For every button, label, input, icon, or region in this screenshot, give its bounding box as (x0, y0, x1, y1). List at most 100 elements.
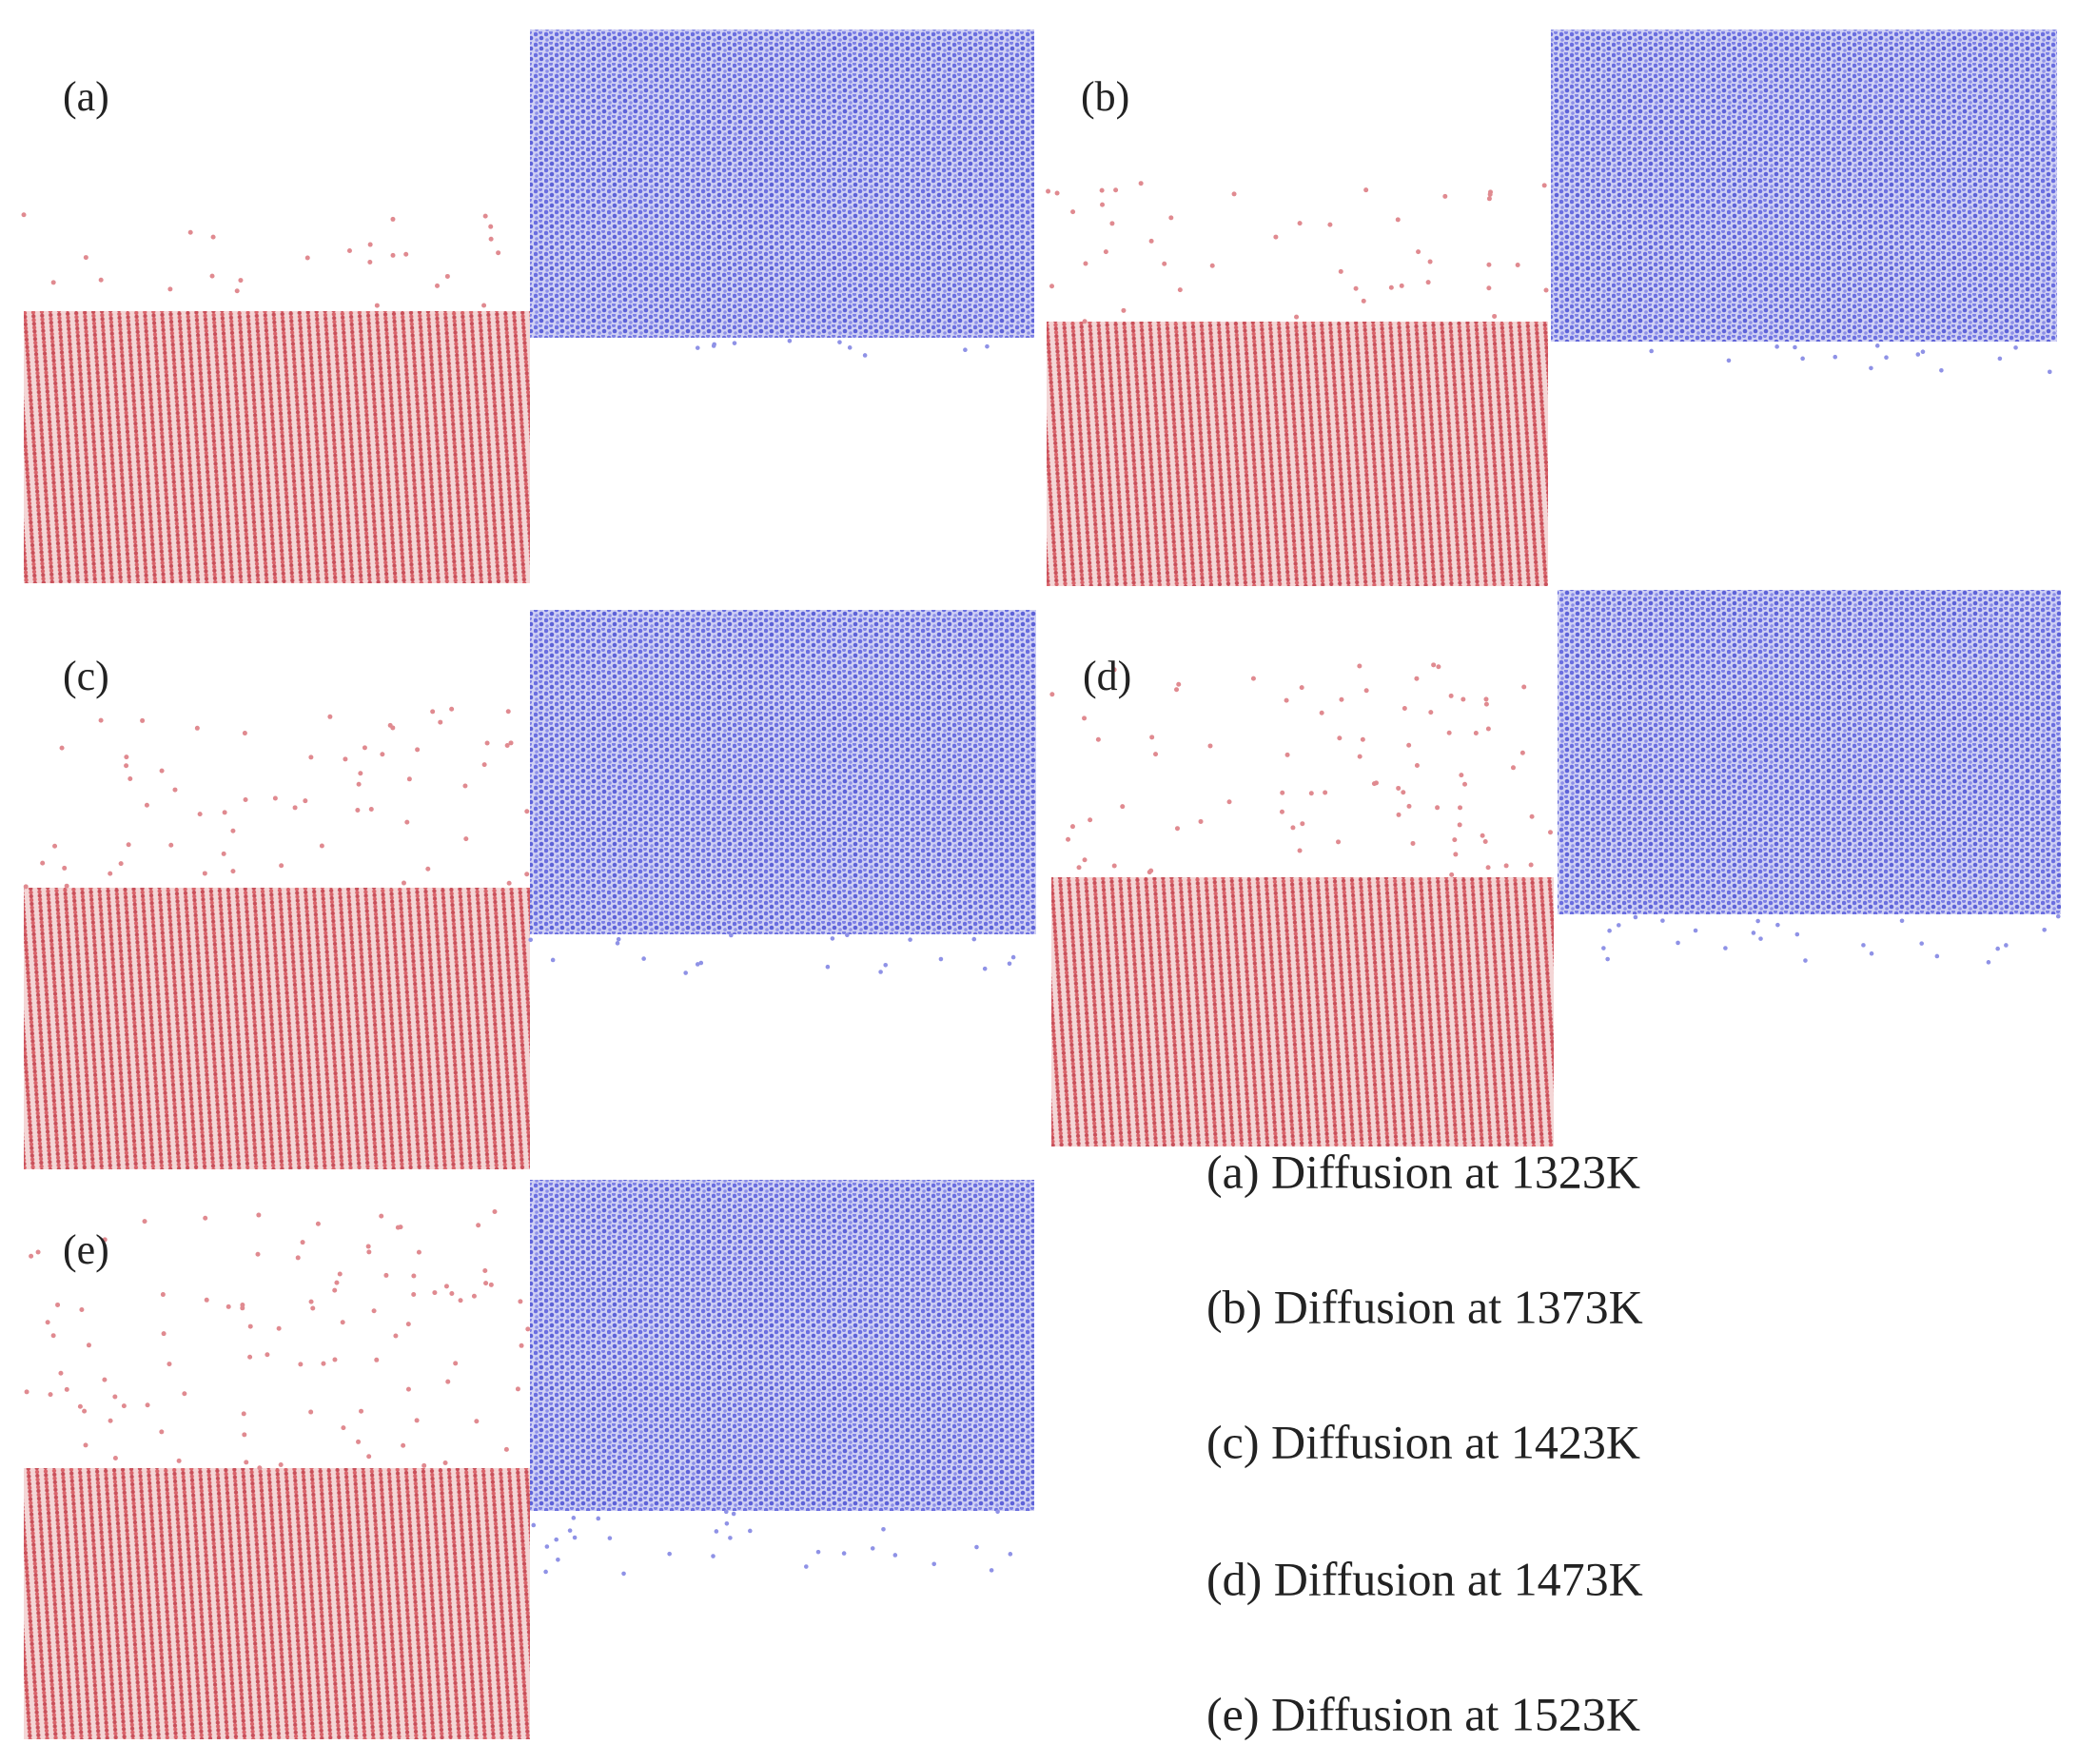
diffused-atom (524, 872, 530, 877)
diffused-atom (295, 1255, 301, 1261)
diffused-atom (308, 1299, 314, 1304)
diffused-atom (1153, 752, 1159, 757)
diffused-atom (1997, 356, 2003, 362)
diffused-atom (303, 798, 308, 804)
diffused-atom (724, 1520, 730, 1526)
diffused-atom (476, 1223, 481, 1228)
diffused-atom (1066, 836, 1071, 842)
diffused-atom (1338, 268, 1343, 274)
diffused-atom (50, 1333, 56, 1339)
diffused-atom (1755, 918, 1760, 924)
panel-label: (a) (63, 73, 109, 120)
diffused-atom (362, 745, 367, 751)
diffused-atom (1616, 923, 1621, 928)
diffused-atom (204, 1297, 209, 1303)
diffused-atom (225, 1303, 231, 1309)
fe-crystal (1051, 877, 1554, 1147)
diffused-atom (1758, 936, 1763, 941)
diffused-atom (438, 719, 443, 725)
diffused-atom (1357, 754, 1362, 759)
diffused-atom (1547, 830, 1553, 835)
diffused-atom (1007, 961, 1012, 967)
diffused-atom (1521, 684, 1527, 690)
diffused-atom (1395, 217, 1401, 223)
diffused-atom (124, 755, 129, 760)
diffused-atom (112, 1456, 118, 1461)
diffused-atom (300, 1240, 305, 1245)
diffused-atom (554, 1537, 559, 1542)
diffused-atom (1279, 809, 1284, 814)
diffused-atom (463, 836, 469, 842)
diffused-atom (504, 742, 510, 748)
diffused-atom (182, 1391, 187, 1397)
diffused-atom (484, 740, 490, 746)
diffused-atom (86, 1343, 91, 1348)
diffused-atom (1082, 319, 1088, 324)
diffused-atom (615, 941, 620, 946)
fe-crystal (24, 888, 530, 1169)
diffused-atom (621, 1571, 626, 1577)
diffused-atom (1607, 928, 1612, 933)
amorphous-layer (530, 29, 1034, 338)
diffused-atom (404, 819, 410, 825)
diffused-atom (714, 1529, 719, 1534)
diffused-atom (1388, 284, 1394, 290)
diffused-atom (356, 781, 362, 787)
diffused-atom (1794, 931, 1800, 937)
diffused-atom (1483, 696, 1489, 702)
diffused-atom (55, 1302, 61, 1307)
diffused-atom (2004, 943, 2009, 948)
diffused-atom (390, 725, 396, 731)
diffused-atom (430, 709, 436, 715)
diffused-atom (308, 755, 314, 760)
diffused-atom (1120, 804, 1126, 810)
diffused-atom (411, 1273, 417, 1279)
diffused-atom (492, 1209, 498, 1215)
diffused-atom (1339, 696, 1344, 702)
diffused-atom (1323, 790, 1328, 795)
diffused-atom (142, 1219, 147, 1225)
diffused-atom (505, 709, 511, 715)
diffused-atom (358, 771, 363, 776)
diffused-atom (379, 1213, 384, 1219)
diffused-atom (238, 278, 244, 284)
diffused-atom (1633, 914, 1638, 920)
diffused-atom (1934, 953, 1940, 959)
diffused-atom (355, 807, 361, 813)
diffused-atom (405, 1386, 411, 1392)
diffused-atom (488, 224, 494, 229)
diffused-atom (2055, 913, 2061, 919)
diffused-atom (728, 1536, 733, 1540)
diffused-atom (240, 1305, 245, 1311)
diffused-atom (112, 1394, 118, 1400)
diffused-atom (1601, 946, 1606, 951)
diffused-atom (1095, 736, 1101, 742)
diffused-atom (616, 936, 621, 942)
diffused-atom (1360, 736, 1365, 742)
diffused-atom (366, 1249, 372, 1255)
diffused-atom (127, 776, 133, 782)
diffused-atom (483, 1281, 489, 1286)
diffused-atom (695, 345, 700, 350)
diffused-atom (1402, 706, 1407, 712)
diffused-atom (695, 962, 700, 967)
diffused-atom (1076, 865, 1082, 871)
diffused-atom (332, 1357, 338, 1362)
diffused-atom (1414, 763, 1420, 769)
diffused-atom (607, 1536, 613, 1540)
diffused-atom (544, 1544, 550, 1549)
diffused-atom (804, 1564, 809, 1569)
diffused-atom (1431, 662, 1437, 668)
diffused-atom (102, 1237, 108, 1243)
diffused-atom (525, 1326, 531, 1332)
diffused-atom (48, 1392, 53, 1398)
diffused-atom (1435, 805, 1441, 811)
diffused-atom (140, 717, 146, 723)
diffused-atom (1503, 863, 1509, 869)
diffused-atom (62, 865, 68, 871)
diffused-atom (368, 807, 374, 813)
panel-label: (e) (63, 1226, 109, 1273)
diffused-atom (1082, 715, 1088, 721)
diffused-atom (1280, 790, 1285, 795)
